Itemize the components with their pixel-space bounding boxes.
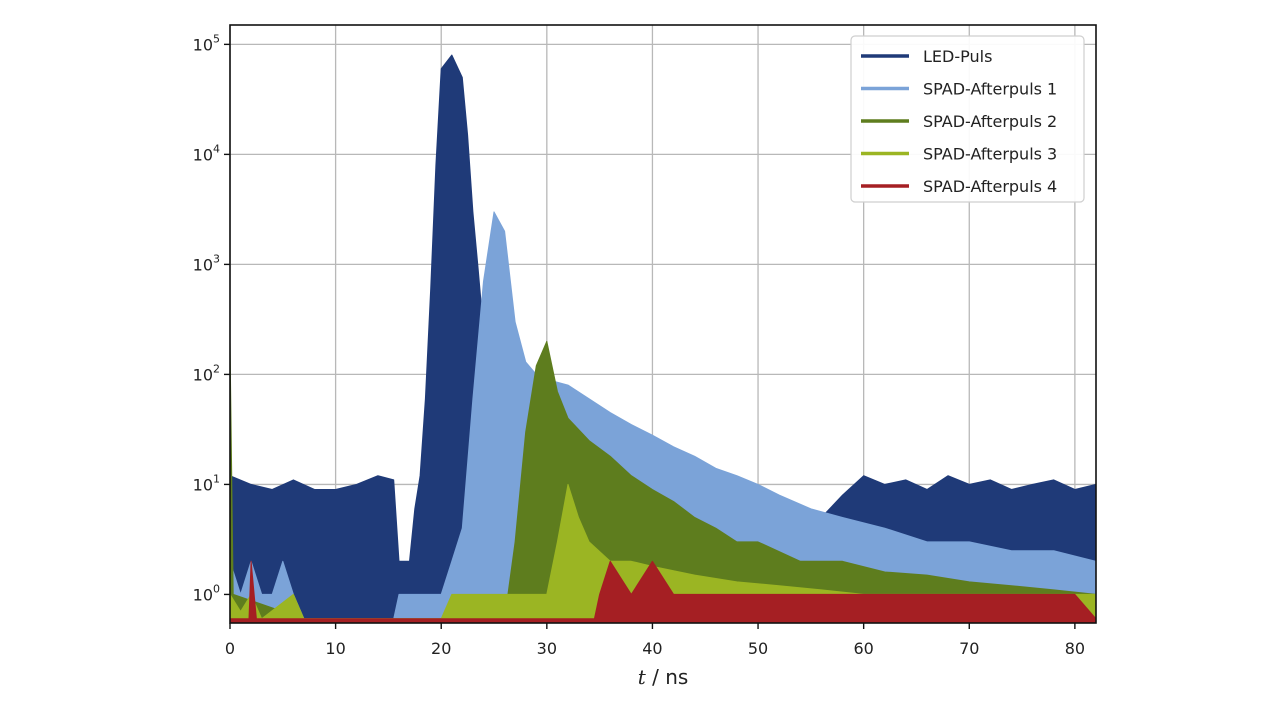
x-tick-label-8: 80 [1065, 639, 1085, 658]
x-tick-label-4: 40 [642, 639, 662, 658]
x-tick-label-3: 30 [537, 639, 557, 658]
series-layer [229, 54, 1097, 624]
y-tick-label-1: 101 [193, 472, 220, 494]
y-tick-label-0: 100 [193, 582, 220, 604]
legend: LED-Puls SPAD-Afterpuls 1 SPAD-Afterpuls 2… [850, 35, 1085, 203]
plot-frame [229, 24, 1097, 624]
legend-label-2: SPAD-Afterpuls 1 [923, 80, 1057, 99]
x-tick-label-0: 0 [225, 639, 235, 658]
series-5-area [229, 560, 1097, 624]
y-tick-label-2: 102 [193, 362, 220, 384]
legend-box [850, 35, 1085, 203]
x-tick-label-7: 70 [959, 639, 979, 658]
legend-label-5: SPAD-Afterpuls 4 [923, 177, 1057, 196]
y-tick-label-5: 105 [193, 32, 220, 54]
x-axis-label: t / ns [638, 665, 689, 689]
x-axis-label-unit: / ns [646, 665, 689, 689]
x-tick-label-6: 60 [853, 639, 873, 658]
legend-label-3: SPAD-Afterpuls 2 [923, 112, 1057, 131]
x-tick-label-2: 20 [431, 639, 451, 658]
legend-label-1: LED-Puls [923, 47, 992, 66]
x-tick-label-1: 10 [325, 639, 345, 658]
x-axis-label-variable: t [638, 665, 647, 689]
x-axis: 0 10 20 30 40 50 60 70 80 [225, 623, 1085, 658]
x-tick-label-5: 50 [748, 639, 768, 658]
series-1-area [229, 54, 1097, 624]
y-axis: 100 101 102 103 104 105 [193, 32, 230, 604]
y-tick-label-4: 104 [193, 142, 220, 164]
legend-label-4: SPAD-Afterpuls 3 [923, 145, 1057, 164]
y-tick-label-3: 103 [193, 252, 220, 274]
